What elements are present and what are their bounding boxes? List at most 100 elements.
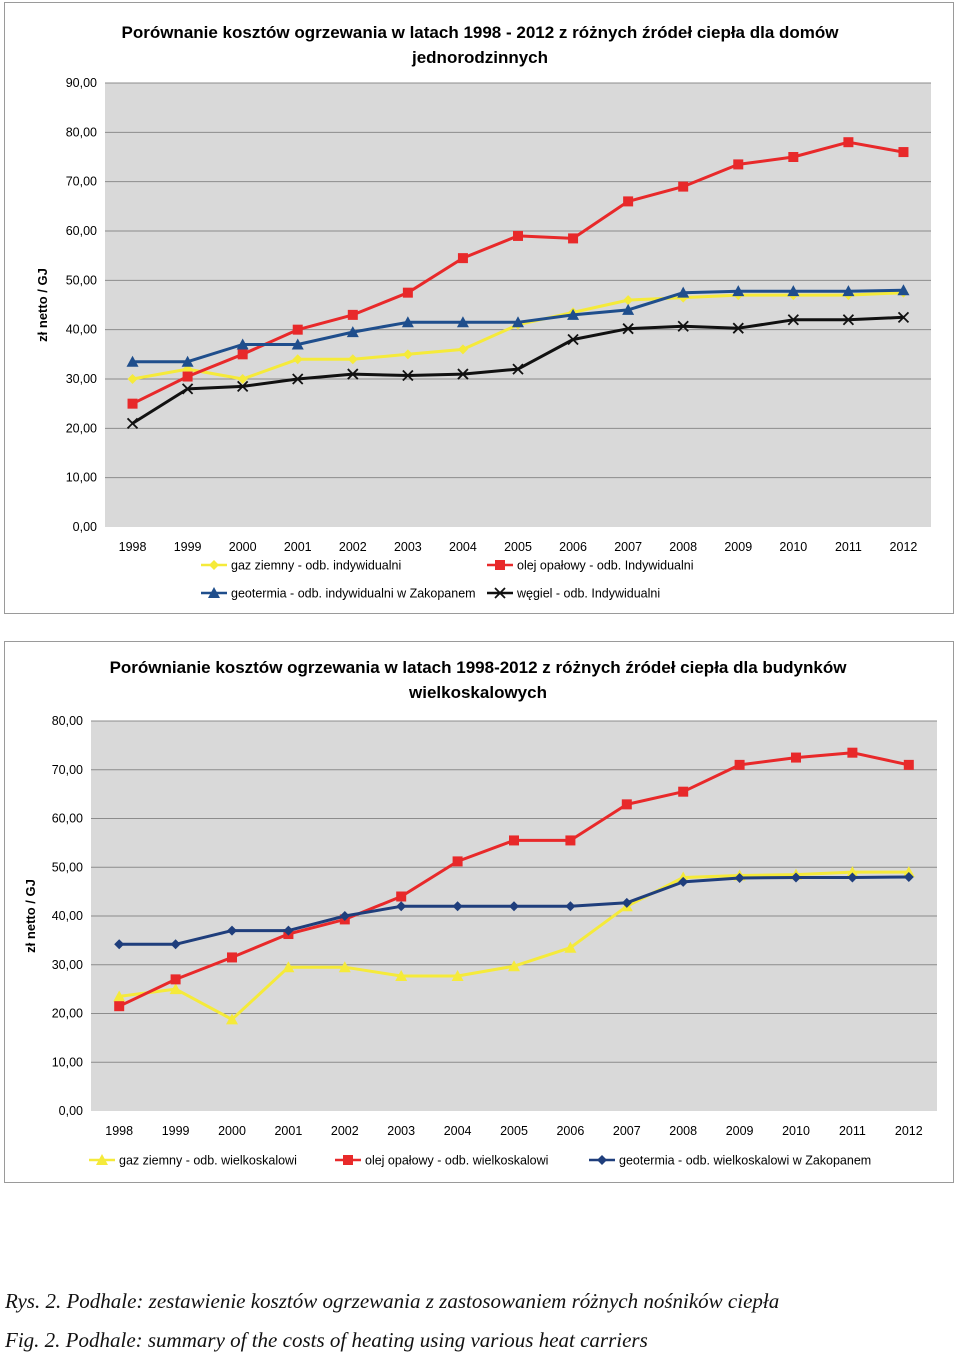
point-ls-0-1	[169, 983, 182, 995]
point-sf-0-9	[623, 295, 634, 306]
plot-area-sf	[105, 83, 931, 527]
legend-marker-sf-1	[495, 560, 505, 570]
y-tick-label-ls-8: 80,00	[52, 714, 83, 728]
point-ls-2-7	[509, 901, 519, 912]
series-sf-2	[126, 284, 910, 367]
point-ls-2-3	[283, 925, 294, 936]
series-sf-3	[126, 311, 910, 430]
point-ls-0-13	[846, 866, 859, 878]
point-ls-1-13	[847, 747, 858, 758]
point-ls-2-1	[170, 939, 181, 950]
point-sf-2-9	[622, 303, 635, 315]
point-ls-2-14	[903, 872, 914, 882]
x-tick-label-ls-1: 1999	[162, 1124, 190, 1138]
point-ls-2-10	[678, 876, 689, 887]
legend-item-sf-2: geotermia - odb. indywidualni w Zakopane…	[201, 587, 476, 601]
x-tick-label-ls-5: 2003	[387, 1124, 415, 1138]
point-sf-3-7	[512, 363, 524, 375]
legend-label-ls-0: gaz ziemny - odb. wielkoskalowi	[119, 1154, 297, 1168]
x-tick-label-ls-12: 2010	[782, 1124, 810, 1138]
x-tick-label-sf-14: 2012	[890, 540, 918, 554]
point-sf-0-2	[237, 374, 248, 384]
legend-marker-ls-2	[597, 1155, 607, 1165]
point-sf-1-9	[623, 196, 634, 207]
point-ls-1-14	[903, 759, 914, 770]
chart-title-line-ls-0: Porównianie kosztów ogrzewania w latach …	[110, 658, 848, 677]
y-axis-label-sf: zł netto / GJ	[35, 268, 50, 342]
point-sf-3-2	[237, 380, 249, 393]
point-ls-1-1	[170, 974, 181, 985]
point-ls-2-0	[114, 939, 125, 950]
legend-item-ls-0: gaz ziemny - odb. wielkoskalowi	[89, 1154, 297, 1168]
point-ls-2-9	[621, 897, 632, 908]
legend-label-sf-2: geotermia - odb. indywidualni w Zakopane…	[231, 587, 476, 601]
point-ls-2-11	[734, 872, 745, 883]
point-sf-2-5	[401, 316, 414, 328]
x-tick-label-ls-13: 2011	[839, 1124, 866, 1138]
x-tick-label-sf-4: 2002	[339, 540, 367, 554]
legend-label-sf-1: olej opałowy - odb. Indywidualni	[517, 559, 694, 573]
point-ls-0-14	[902, 866, 915, 878]
point-ls-2-12	[791, 872, 801, 883]
y-tick-label-sf-1: 10,00	[66, 471, 97, 485]
legend-marker-ls-1	[343, 1155, 353, 1165]
point-sf-0-5	[402, 349, 413, 360]
point-ls-1-2	[227, 952, 237, 963]
point-ls-0-3	[282, 961, 295, 973]
point-sf-0-0	[127, 374, 138, 384]
figure-caption-polish: Rys. 2. Podhale: zestawienie kosztów ogr…	[5, 1289, 780, 1313]
point-sf-3-10	[677, 320, 689, 332]
point-sf-1-7	[513, 230, 523, 241]
point-sf-3-4	[347, 368, 359, 380]
point-sf-1-13	[843, 137, 854, 148]
point-sf-0-3	[292, 354, 303, 365]
chart-large-scale-svg: Porównianie kosztów ogrzewania w latach …	[23, 658, 937, 1168]
legend-marker-ls-0	[96, 1154, 108, 1165]
series-ls-2	[114, 872, 914, 950]
point-ls-2-6	[452, 901, 463, 912]
point-ls-1-10	[678, 786, 689, 797]
x-tick-label-ls-10: 2008	[669, 1124, 697, 1138]
point-sf-2-6	[456, 316, 469, 328]
point-ls-2-2	[227, 925, 237, 936]
legend-marker-sf-3	[494, 587, 506, 599]
y-tick-label-ls-2: 20,00	[52, 1007, 83, 1021]
x-tick-label-ls-11: 2009	[726, 1124, 754, 1138]
legend-label-sf-0: gaz ziemny - odb. indywidualni	[231, 559, 401, 573]
legend-item-ls-1: olej opałowy - odb. wielkoskalowi	[335, 1154, 548, 1168]
point-sf-3-5	[402, 369, 414, 382]
y-tick-label-sf-5: 50,00	[66, 273, 97, 287]
legend-item-sf-1: olej opałowy - odb. Indywidualni	[487, 559, 694, 573]
point-sf-2-4	[346, 326, 359, 338]
point-sf-3-9	[622, 323, 634, 335]
point-ls-1-7	[509, 835, 519, 846]
x-tick-label-sf-7: 2005	[504, 540, 532, 554]
point-sf-1-12	[788, 152, 799, 162]
chart-title-line-sf-1: jednorodzinnych	[411, 48, 548, 67]
point-sf-0-4	[347, 354, 358, 365]
x-tick-label-ls-4: 2002	[331, 1124, 359, 1138]
point-sf-1-14	[898, 147, 909, 158]
point-sf-2-1	[181, 355, 194, 367]
y-tick-label-ls-6: 60,00	[52, 812, 83, 826]
point-ls-0-4	[338, 961, 351, 973]
point-sf-3-6	[457, 368, 469, 380]
point-sf-3-0	[126, 417, 139, 430]
x-tick-label-sf-6: 2004	[449, 540, 477, 554]
point-sf-3-11	[732, 322, 744, 334]
x-tick-label-sf-13: 2011	[835, 540, 862, 554]
chart-panel-large-scale: Porównianie kosztów ogrzewania w latach …	[4, 641, 954, 1183]
point-ls-2-4	[339, 911, 350, 921]
x-tick-label-sf-8: 2006	[559, 540, 587, 554]
point-sf-1-8	[568, 233, 579, 244]
point-sf-2-13	[842, 285, 855, 297]
series-sf-1	[127, 137, 909, 409]
point-ls-0-8	[564, 941, 577, 953]
legend-label-sf-3: węgiel - odb. Indywidualni	[516, 587, 660, 601]
chart-panel-single-family: Porównanie kosztów ogrzewania w latach 1…	[4, 2, 954, 614]
point-sf-3-3	[292, 373, 304, 385]
x-tick-label-sf-0: 1998	[119, 540, 147, 554]
point-ls-1-9	[621, 799, 632, 810]
point-ls-2-13	[847, 872, 858, 883]
point-sf-3-1	[181, 383, 194, 395]
